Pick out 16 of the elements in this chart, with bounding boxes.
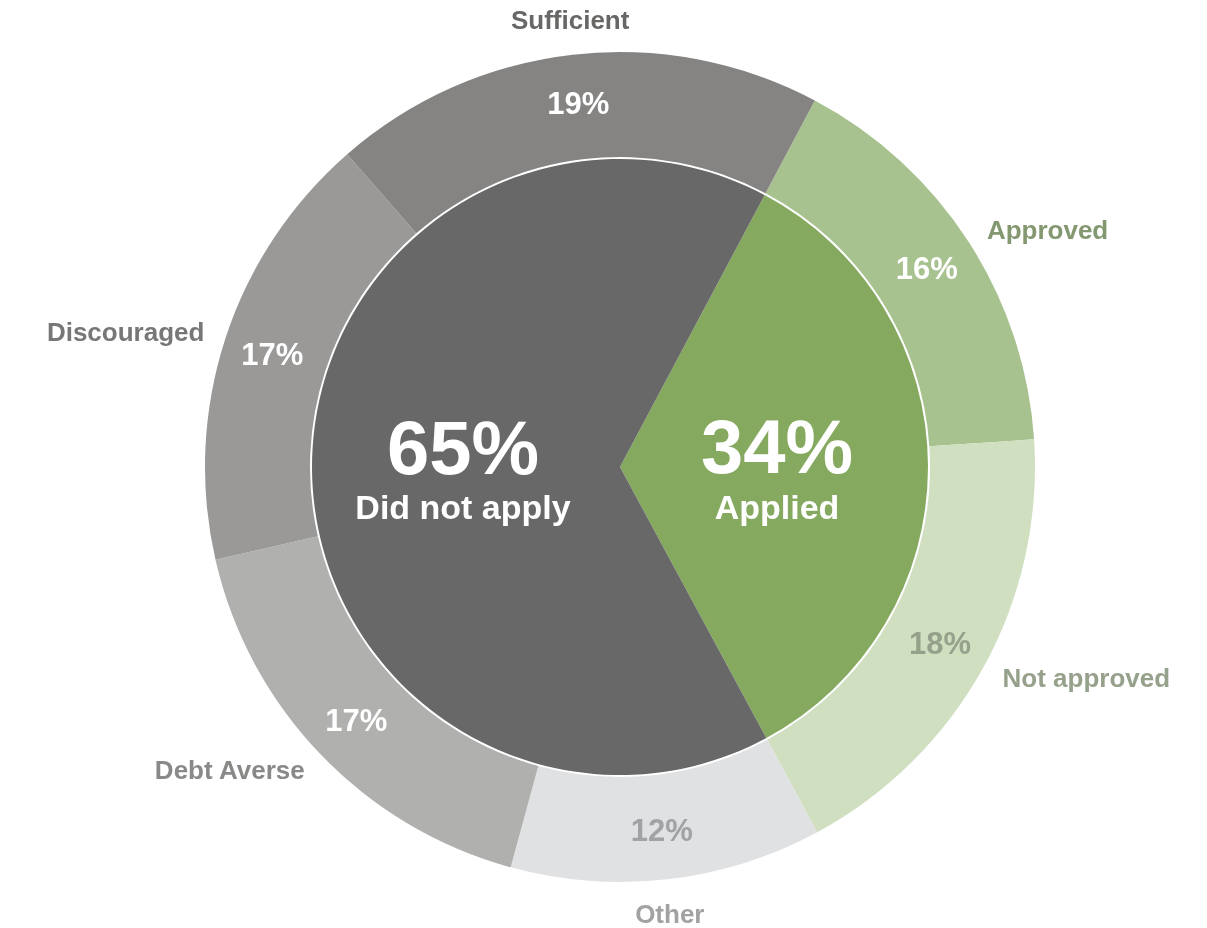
- slice-label: Sufficient: [510, 4, 630, 35]
- data-label: 34%: [700, 404, 854, 489]
- slice-label: Discouraged: [46, 316, 205, 347]
- slice-label: Approved: [986, 214, 1109, 245]
- data-label: 65%: [386, 405, 540, 490]
- data-label: 17%: [325, 702, 388, 738]
- slice-label: Other: [635, 899, 705, 928]
- slice-label: Debt Averse: [154, 754, 305, 785]
- data-label: 12%: [630, 812, 693, 848]
- slice-label: Not approved: [1002, 663, 1171, 694]
- slice-label: Did not apply: [355, 488, 571, 527]
- data-label: 19%: [547, 86, 610, 122]
- slice-label: Applied: [714, 487, 840, 526]
- data-label: 16%: [895, 250, 958, 286]
- data-label: 18%: [908, 626, 971, 662]
- data-label: 17%: [241, 336, 304, 372]
